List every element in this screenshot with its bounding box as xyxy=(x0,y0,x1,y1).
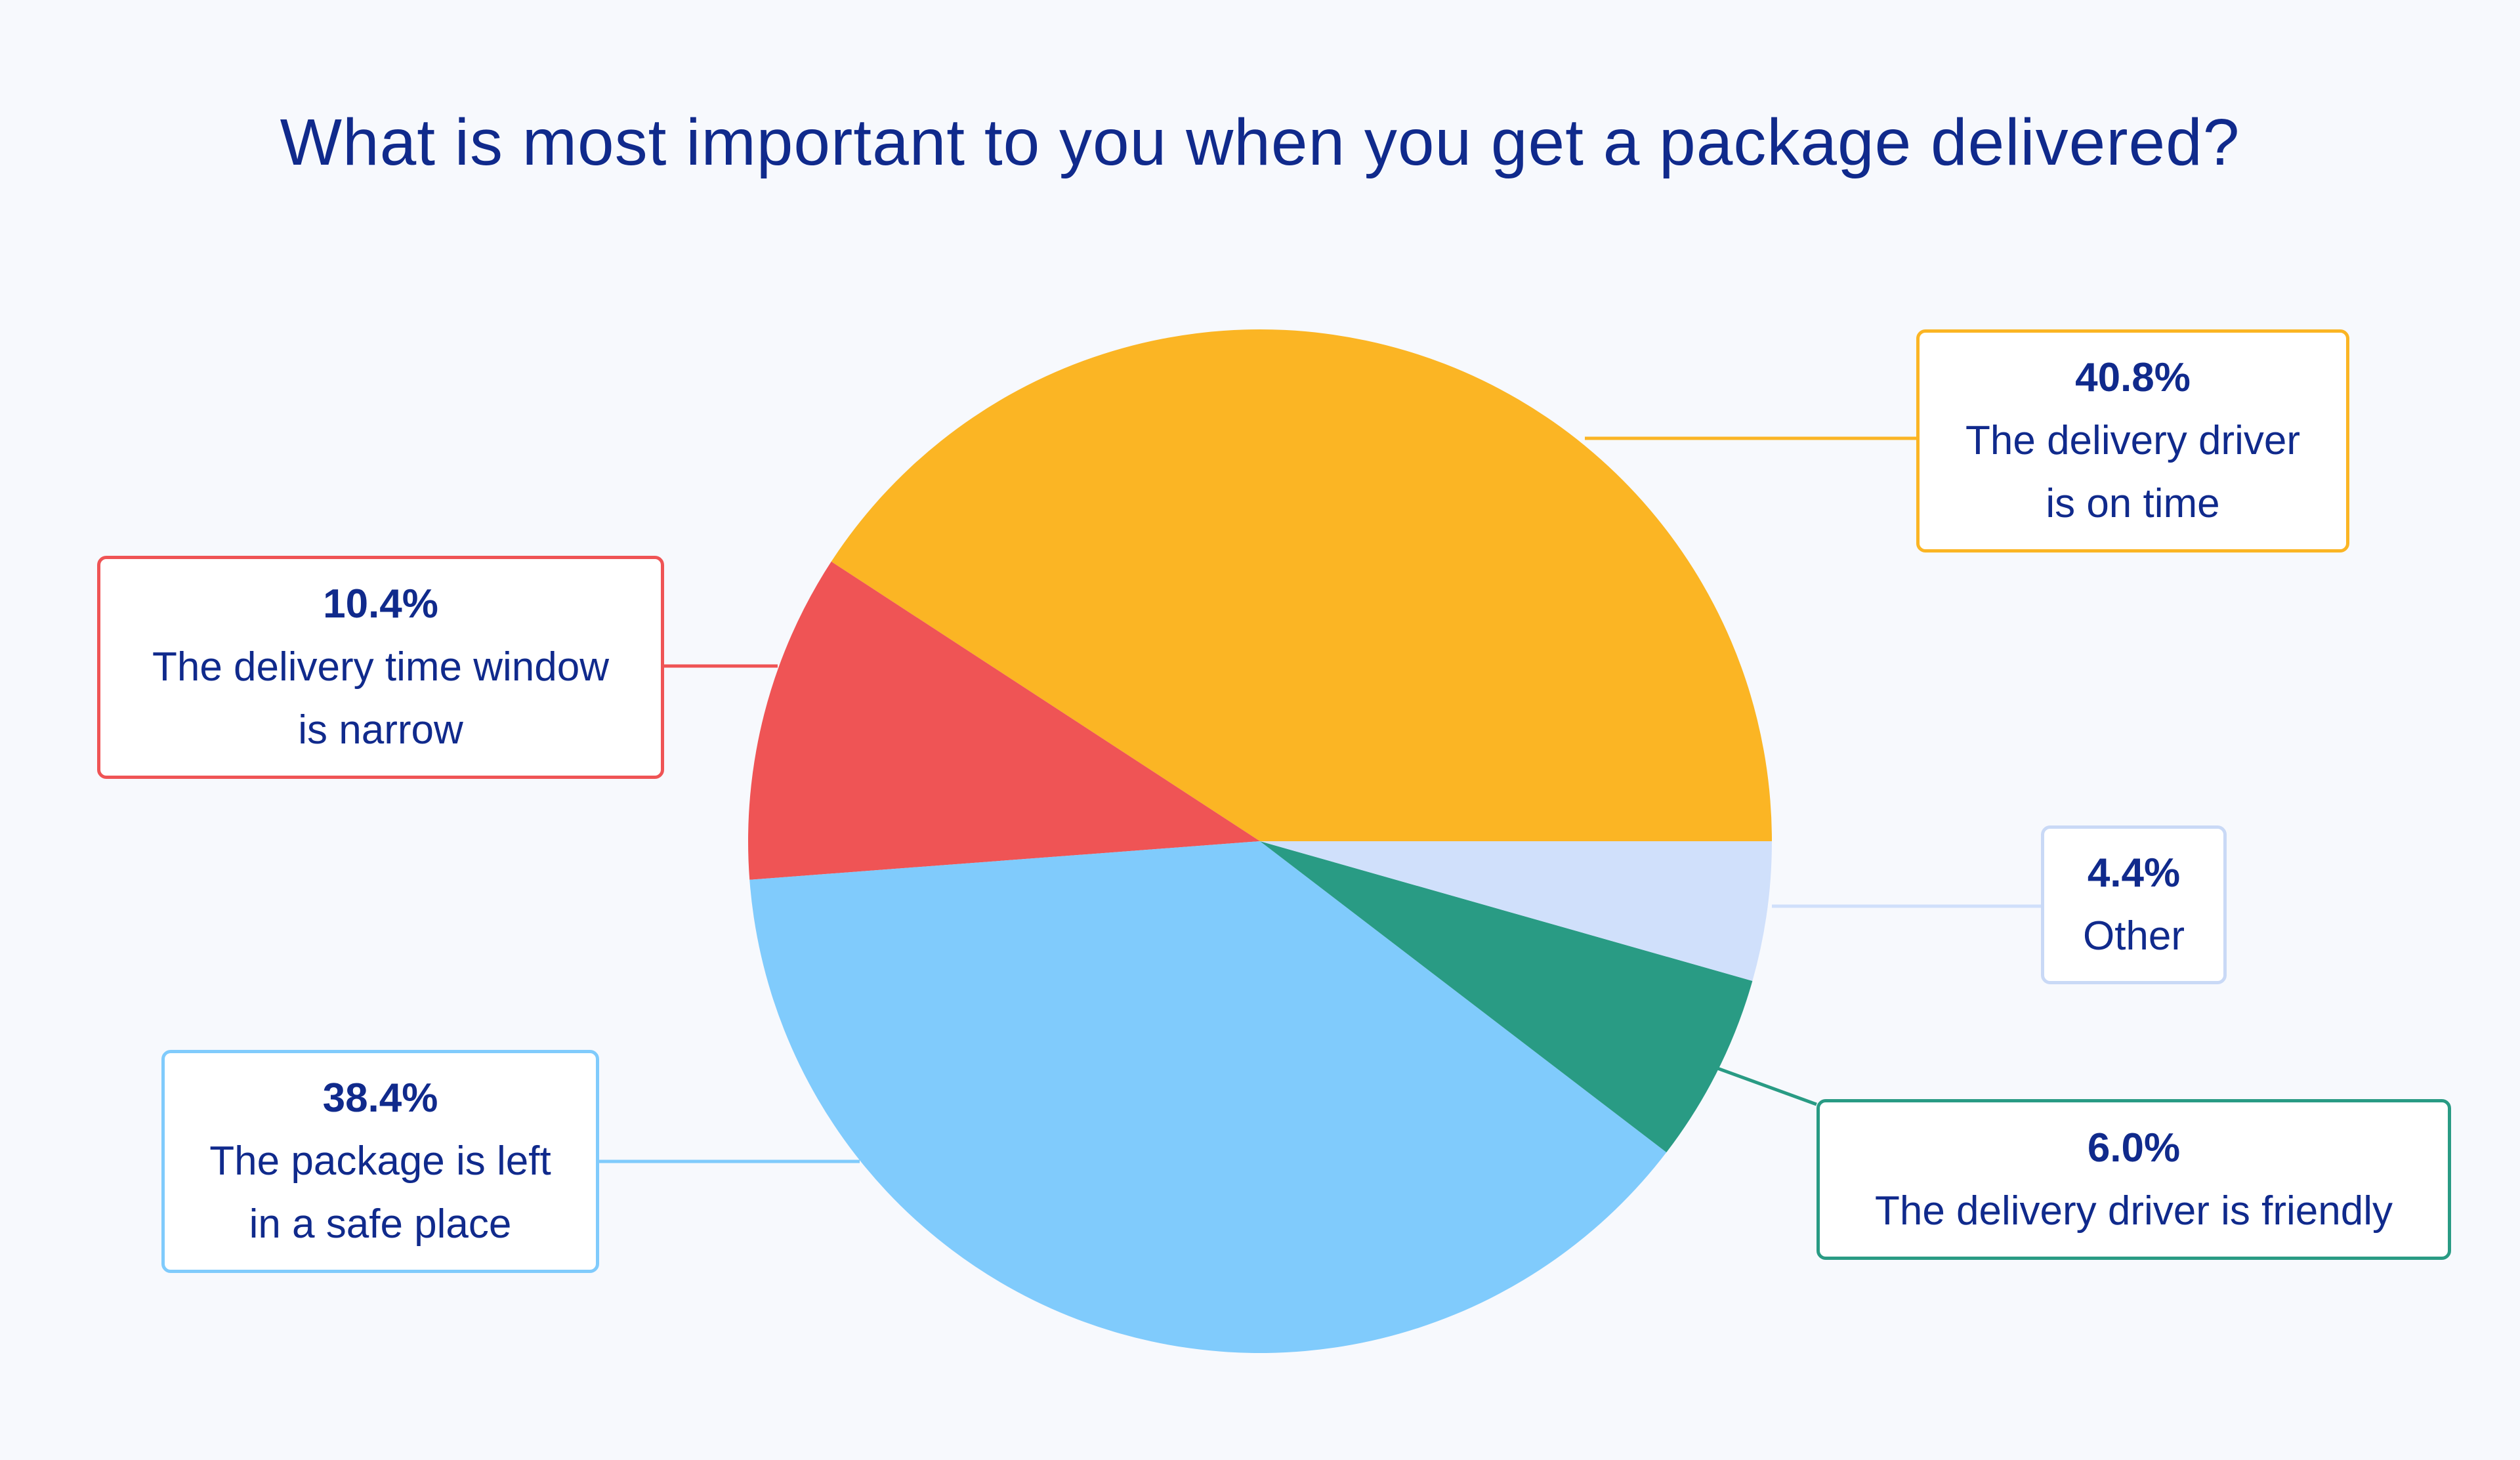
pie-slice xyxy=(1260,841,1772,981)
slice-label: Other xyxy=(2082,913,2185,959)
slice-label: The delivery time window is narrow xyxy=(152,644,610,753)
slice-label: The package is left in a safe place xyxy=(209,1138,551,1247)
slice-value-label: 4.4% xyxy=(2087,850,2181,896)
pie-slice xyxy=(831,329,1772,842)
chart-title: What is most important to you when you g… xyxy=(280,106,2240,179)
slice-label: The delivery driver is friendly xyxy=(1874,1188,2393,1234)
callout-friendly: 6.0% The delivery driver is friendly xyxy=(1816,1099,2451,1260)
pie-slice xyxy=(749,841,1667,1353)
callout-other: 4.4% Other xyxy=(2041,825,2227,984)
slice-value-label: 38.4% xyxy=(322,1075,438,1121)
callout-time-window: 10.4% The delivery time window is narrow xyxy=(97,556,664,779)
callout-connector xyxy=(1699,1060,1817,1106)
pie-slice xyxy=(1260,841,1753,1153)
slice-value-label: 40.8% xyxy=(2075,355,2191,400)
pie-slice xyxy=(748,561,1260,880)
callout-on-time: 40.8% The delivery driver is on time xyxy=(1916,329,2349,553)
slice-value-label: 10.4% xyxy=(323,581,438,627)
slice-label: The delivery driver is on time xyxy=(1965,418,2300,526)
slice-value-label: 6.0% xyxy=(2087,1125,2181,1171)
callout-safe-place: 38.4% The package is left in a safe plac… xyxy=(161,1050,599,1273)
